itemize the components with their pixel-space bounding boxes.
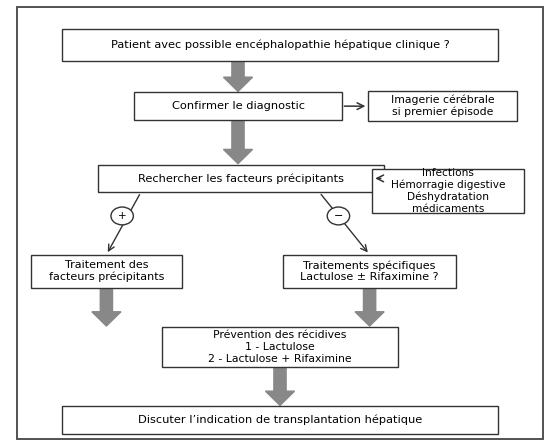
Polygon shape [92, 289, 121, 326]
Polygon shape [355, 289, 384, 326]
Polygon shape [265, 368, 295, 405]
FancyBboxPatch shape [372, 169, 524, 213]
FancyBboxPatch shape [98, 165, 384, 192]
Polygon shape [223, 121, 253, 164]
FancyBboxPatch shape [31, 255, 182, 288]
FancyBboxPatch shape [62, 406, 498, 434]
FancyBboxPatch shape [162, 327, 398, 367]
Polygon shape [223, 62, 253, 91]
FancyBboxPatch shape [62, 29, 498, 61]
Text: Traitements spécifiques
Lactulose ± Rifaximine ?: Traitements spécifiques Lactulose ± Rifa… [300, 260, 439, 282]
Text: Traitement des
facteurs précipitants: Traitement des facteurs précipitants [49, 260, 164, 282]
Text: Infections
Hémorragie digestive
Déshydratation
médicaments: Infections Hémorragie digestive Déshydra… [391, 168, 505, 214]
Text: +: + [118, 211, 127, 221]
Text: Imagerie cérébrale
si premier épisode: Imagerie cérébrale si premier épisode [390, 95, 494, 117]
Text: Confirmer le diagnostic: Confirmer le diagnostic [171, 101, 305, 111]
Text: Patient avec possible encéphalopathie hépatique clinique ?: Patient avec possible encéphalopathie hé… [111, 39, 449, 50]
Text: Prévention des récidives
1 - Lactulose
2 - Lactulose + Rifaximine: Prévention des récidives 1 - Lactulose 2… [208, 330, 352, 363]
Text: −: − [334, 211, 343, 221]
Circle shape [327, 207, 349, 225]
Text: Rechercher les facteurs précipitants: Rechercher les facteurs précipitants [138, 173, 344, 184]
Text: Discuter l’indication de transplantation hépatique: Discuter l’indication de transplantation… [138, 415, 422, 425]
FancyBboxPatch shape [134, 92, 342, 120]
FancyBboxPatch shape [368, 91, 516, 121]
FancyBboxPatch shape [283, 255, 456, 288]
Circle shape [111, 207, 133, 225]
